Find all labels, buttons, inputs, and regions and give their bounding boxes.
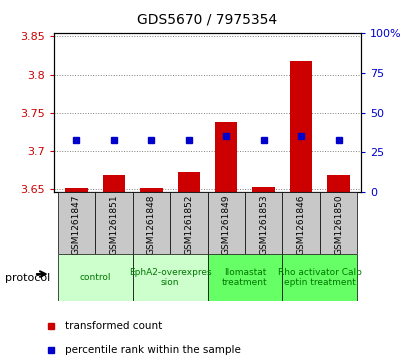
Bar <box>252 187 275 192</box>
Bar <box>133 192 170 254</box>
Text: GSM1261849: GSM1261849 <box>222 195 231 255</box>
Bar <box>103 175 125 192</box>
Text: Rho activator Calp
eptin treatment: Rho activator Calp eptin treatment <box>278 268 362 287</box>
Text: transformed count: transformed count <box>65 321 163 331</box>
Bar <box>282 192 320 254</box>
Bar <box>245 192 282 254</box>
Bar <box>133 254 208 301</box>
Bar <box>58 192 95 254</box>
Text: GSM1261847: GSM1261847 <box>72 195 81 255</box>
Text: protocol: protocol <box>5 273 51 283</box>
Text: percentile rank within the sample: percentile rank within the sample <box>65 345 241 355</box>
Bar <box>215 122 237 192</box>
Bar <box>282 254 357 301</box>
Text: GDS5670 / 7975354: GDS5670 / 7975354 <box>137 13 278 27</box>
Bar <box>320 192 357 254</box>
Text: GSM1261846: GSM1261846 <box>297 195 305 255</box>
Bar <box>178 172 200 192</box>
Bar <box>208 254 282 301</box>
Bar <box>290 61 312 192</box>
Text: Ilomastat
treatment: Ilomastat treatment <box>222 268 268 287</box>
Bar <box>170 192 208 254</box>
Text: GSM1261852: GSM1261852 <box>184 195 193 255</box>
Bar <box>208 192 245 254</box>
Text: GSM1261848: GSM1261848 <box>147 195 156 255</box>
Bar <box>58 254 133 301</box>
Bar <box>140 188 163 192</box>
Bar <box>327 175 350 192</box>
Text: GSM1261853: GSM1261853 <box>259 195 268 256</box>
Text: GSM1261851: GSM1261851 <box>110 195 118 256</box>
Text: GSM1261850: GSM1261850 <box>334 195 343 256</box>
Text: EphA2-overexpres
sion: EphA2-overexpres sion <box>129 268 211 287</box>
Bar <box>65 188 88 192</box>
Text: control: control <box>79 273 111 282</box>
Bar <box>95 192 133 254</box>
